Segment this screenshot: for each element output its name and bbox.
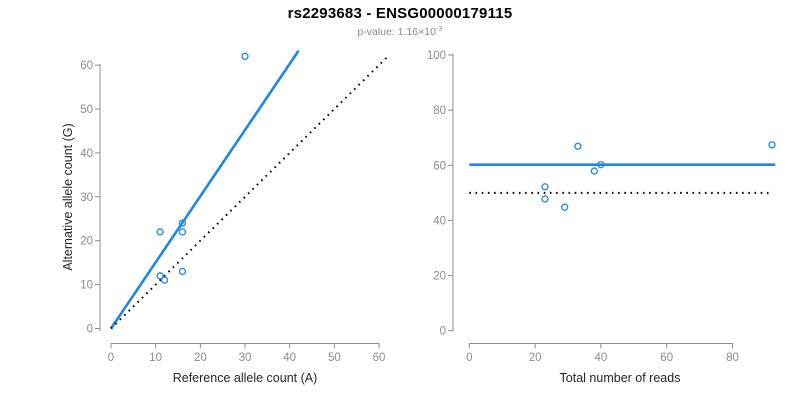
data-point <box>541 183 549 191</box>
x-tick-label: 60 <box>660 352 673 364</box>
y-tick-label: 40 <box>80 148 93 160</box>
p-value-exponent: -3 <box>435 24 443 33</box>
left-x-axis-title: Reference allele count (A) <box>172 371 318 385</box>
x-tick-label: 20 <box>529 352 542 364</box>
x-tick-label: 40 <box>283 352 296 364</box>
y-tick-label: 40 <box>433 215 446 227</box>
left-y-axis-title: Alternative allele count (G) <box>61 123 75 271</box>
data-point <box>768 141 776 149</box>
x-tick-label: 0 <box>108 352 114 364</box>
y-tick-label: 10 <box>80 280 93 292</box>
data-point <box>241 52 249 60</box>
x-tick-label: 60 <box>373 352 386 364</box>
data-point <box>574 142 582 150</box>
x-tick-label: 10 <box>149 352 162 364</box>
right-x-axis-title: Total number of reads <box>559 371 681 385</box>
x-tick-label: 50 <box>328 352 341 364</box>
x-tick-label: 80 <box>726 352 739 364</box>
data-point <box>590 167 598 175</box>
data-point <box>541 195 549 203</box>
x-tick-label: 20 <box>194 352 207 364</box>
y-tick-label: 20 <box>433 271 446 283</box>
p-value-subtitle: p-value: 1.16×10-3 <box>0 24 800 38</box>
y-tick-label: 20 <box>80 236 93 248</box>
data-point <box>178 267 187 276</box>
y-tick-label: 0 <box>440 326 446 338</box>
data-point <box>178 228 187 236</box>
y-tick-label: 0 <box>87 324 93 336</box>
data-point <box>561 203 569 211</box>
x-tick-label: 30 <box>239 352 252 364</box>
data-point <box>160 276 169 284</box>
data-point <box>597 161 605 169</box>
data-point <box>178 219 187 227</box>
y-tick-label: 100 <box>427 50 446 62</box>
fit-line <box>109 49 300 330</box>
identity-line <box>110 55 389 330</box>
y-tick-label: 80 <box>433 105 446 117</box>
p-value-text: p-value: 1.16×10 <box>357 26 436 38</box>
data-point <box>156 228 164 236</box>
y-tick-label: 50 <box>80 104 93 116</box>
y-tick-label: 60 <box>80 60 93 72</box>
plot-title: rs2293683 - ENSG00000179115 <box>287 5 513 22</box>
x-tick-label: 40 <box>595 352 608 364</box>
y-tick-label: 60 <box>433 160 446 172</box>
x-tick-label: 0 <box>466 352 472 364</box>
data-point <box>156 272 164 280</box>
y-tick-label: 30 <box>80 192 93 204</box>
